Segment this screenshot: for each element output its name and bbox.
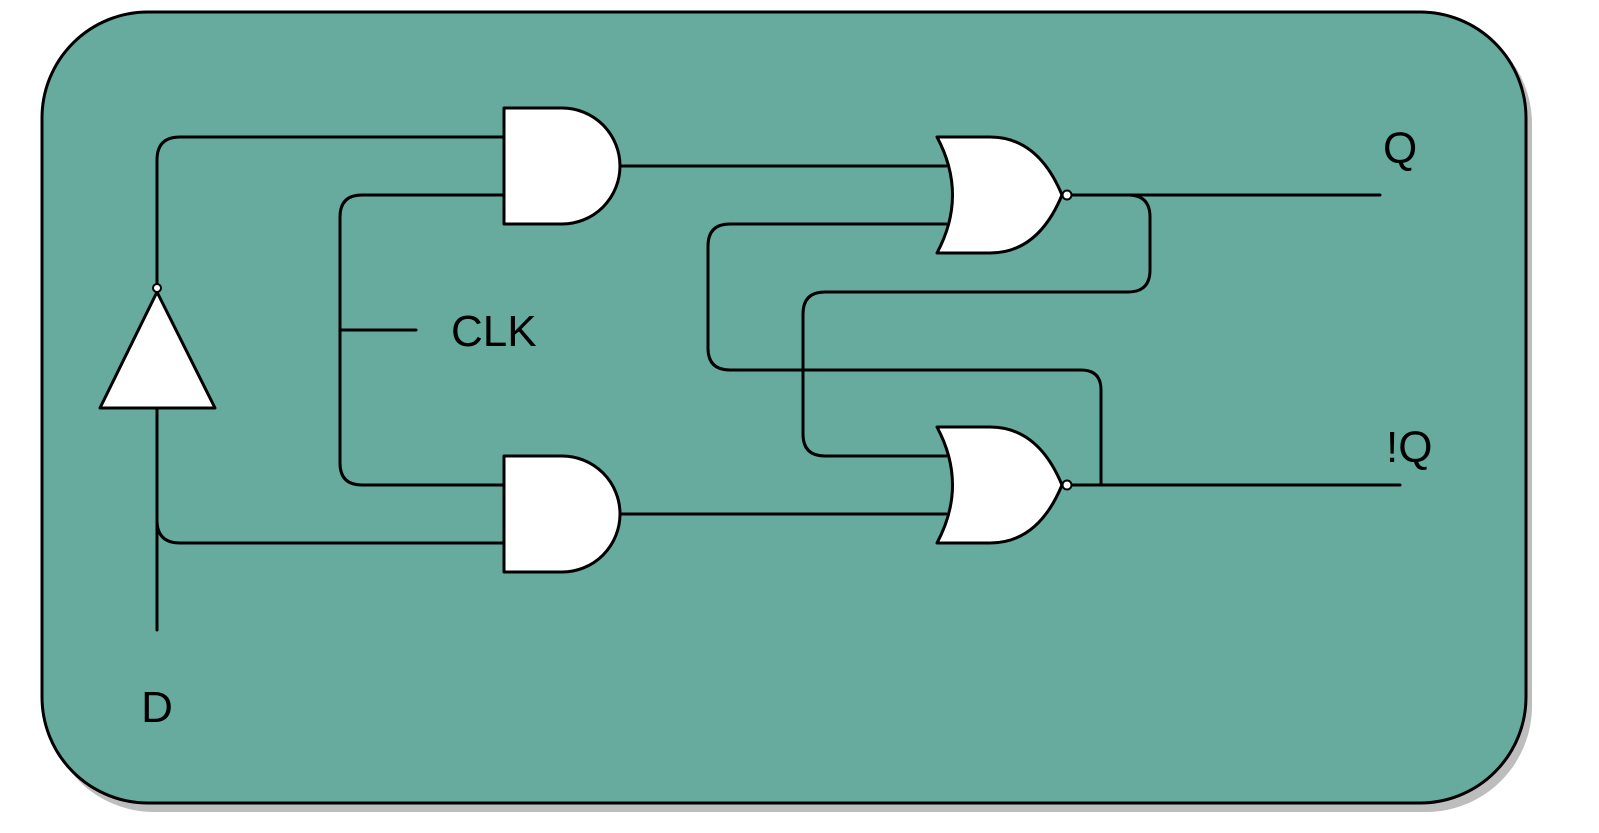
label-q: Q (1383, 124, 1417, 173)
label-q-not: !Q (1386, 423, 1432, 472)
wire-not-d-to-upper-and (155, 135, 506, 287)
upper-nor-gate (935, 135, 1073, 255)
wire-clk-bus (338, 193, 506, 487)
wire-d-to-lower-and (155, 518, 506, 545)
upper-nor-bubble (1061, 189, 1073, 201)
lower-nor-bubble (1061, 479, 1073, 491)
panel-background (40, 10, 1528, 805)
lower-nor-gate (935, 425, 1073, 545)
not-gate (98, 283, 217, 410)
not-gate-bubble (152, 283, 162, 293)
label-d: D (141, 683, 173, 732)
wire-q-feedback (801, 193, 1152, 458)
label-clk: CLK (451, 307, 537, 356)
lower-and-gate (502, 454, 622, 574)
wires (155, 135, 1402, 632)
upper-and-gate (502, 106, 622, 226)
wire-q-not-feedback (706, 222, 1103, 487)
